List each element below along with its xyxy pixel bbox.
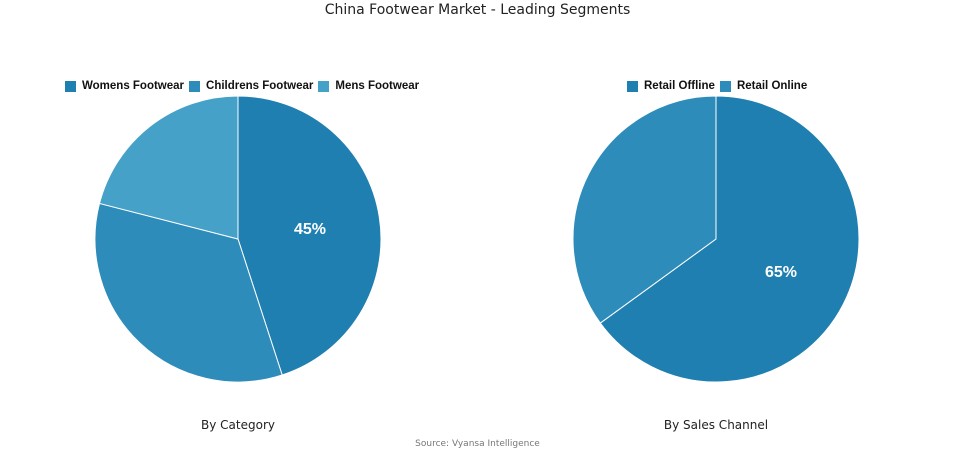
legend-swatch <box>318 80 330 92</box>
slice-label-womens: 45% <box>294 221 326 238</box>
legend-item-childrens[interactable]: Childrens Footwear <box>189 80 313 92</box>
legend-item-mens[interactable]: Mens Footwear <box>318 80 419 92</box>
caption-sales-channel: By Sales Channel <box>663 418 769 432</box>
legend-sales-channel: Retail Offline Retail Online <box>627 80 812 92</box>
pie-slice-childrens-footwear[interactable] <box>94 202 283 383</box>
legend-label: Retail Online <box>736 80 808 92</box>
legend-swatch <box>189 80 201 92</box>
legend-item-retail-online[interactable]: Retail Online <box>719 80 808 92</box>
caption-category: By Category <box>201 418 275 432</box>
pie-slice-retail-offline[interactable] <box>599 95 860 383</box>
legend-category: Womens Footwear Childrens Footwear Mens … <box>65 80 424 92</box>
source-note: Source: Vyansa Intelligence <box>415 439 540 449</box>
legend-label: Womens Footwear <box>82 80 185 92</box>
pie-sales-channel <box>572 95 860 383</box>
legend-label: Childrens Footwear <box>206 80 314 92</box>
legend-swatch <box>627 80 638 92</box>
pie-category <box>94 95 382 383</box>
pie-slice-mens-footwear[interactable] <box>98 95 239 240</box>
legend-swatch <box>65 80 76 92</box>
legend-item-retail-offline[interactable]: Retail Offline <box>627 80 715 92</box>
slice-label-retail-offline: 65% <box>765 264 797 281</box>
chart-title: China Footwear Market - Leading Segments <box>324 2 631 18</box>
legend-label: Retail Offline <box>644 80 715 92</box>
legend-label: Mens Footwear <box>335 80 420 92</box>
legend-swatch <box>719 80 731 92</box>
pie-slice-womens-footwear[interactable] <box>237 95 382 376</box>
legend-item-womens[interactable]: Womens Footwear <box>65 80 184 92</box>
pie-slice-retail-online[interactable] <box>572 95 717 324</box>
